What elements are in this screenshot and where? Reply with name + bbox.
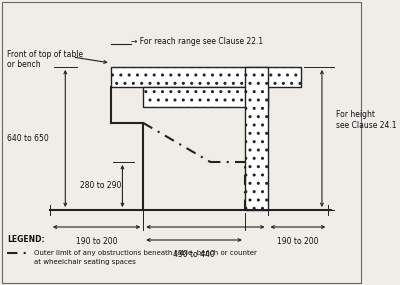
Text: For height
see Clause 24.1: For height see Clause 24.1 bbox=[336, 110, 396, 130]
Text: Front of top of table
or bench: Front of top of table or bench bbox=[7, 50, 83, 70]
Text: 640 to 650: 640 to 650 bbox=[7, 134, 49, 143]
Text: 280 to 290: 280 to 290 bbox=[80, 182, 121, 190]
Bar bbox=[111, 67, 301, 87]
Bar bbox=[245, 67, 268, 210]
Text: → For reach range see Clause 22.1: → For reach range see Clause 22.1 bbox=[132, 38, 264, 46]
Text: Outer limit of any obstructions beneath table, bench or counter: Outer limit of any obstructions beneath … bbox=[34, 250, 256, 256]
Text: at wheelchair seating spaces: at wheelchair seating spaces bbox=[34, 259, 135, 265]
Text: 430 to 440: 430 to 440 bbox=[173, 250, 215, 259]
Text: 190 to 200: 190 to 200 bbox=[76, 237, 117, 246]
Text: 190 to 200: 190 to 200 bbox=[277, 237, 319, 246]
Text: LEGEND:: LEGEND: bbox=[7, 235, 45, 244]
Bar bbox=[143, 87, 268, 107]
